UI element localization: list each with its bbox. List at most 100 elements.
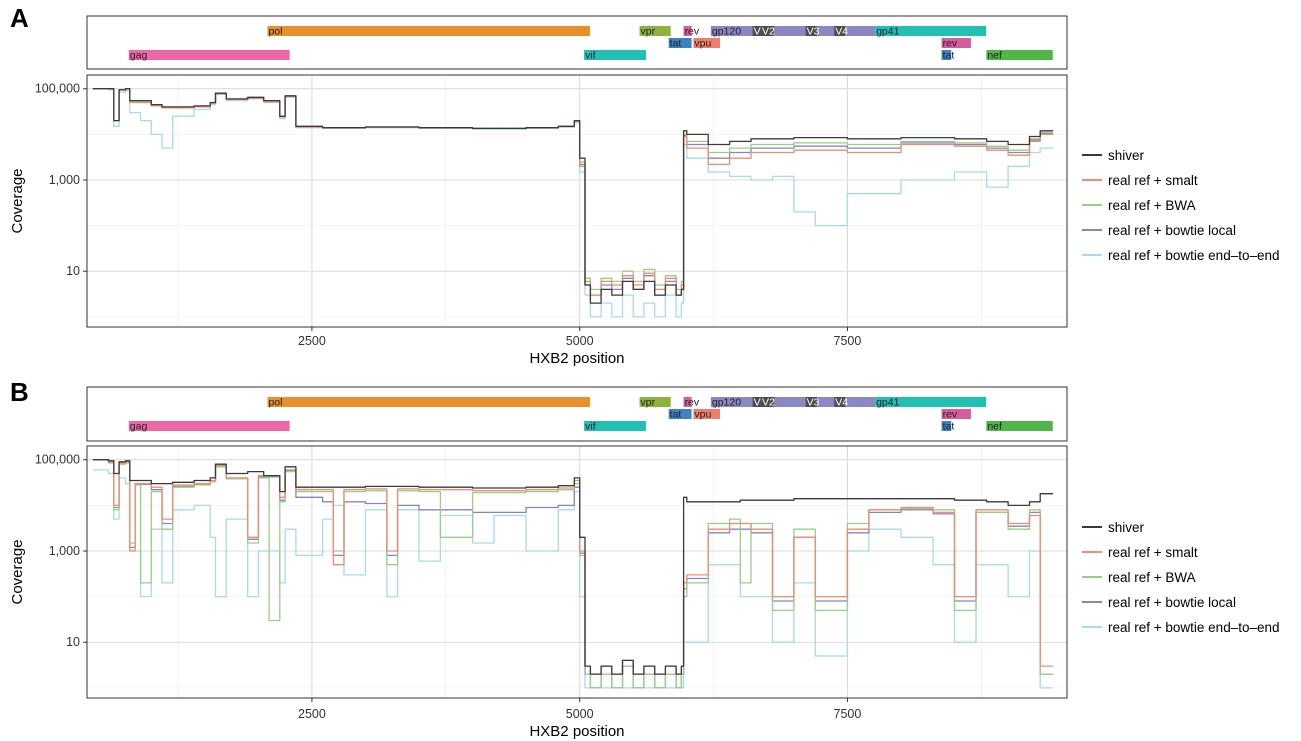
series-line-real-ref-smalt (92, 88, 1054, 296)
gene-label-nef: nef (987, 421, 1002, 433)
series-line-shiver (92, 459, 1054, 675)
gene-label-rev: rev (685, 26, 700, 38)
gene-label-vif: vif (585, 421, 596, 433)
gene-label-rev: rev (943, 38, 958, 50)
plot-background (87, 446, 1067, 698)
legend-label: real ref + bowtie local (1108, 223, 1236, 238)
legend-label: real ref + bowtie end–to–end (1108, 248, 1280, 263)
gene-bar-v3 (805, 26, 818, 36)
gene-label-rev: rev (943, 409, 958, 421)
y-tick-label: 1,000 (49, 173, 80, 187)
gene-label-v2: V2 (762, 26, 775, 38)
legend-label: real ref + BWA (1108, 198, 1196, 213)
series-group (92, 459, 1054, 689)
gene-label-tat: tat (943, 50, 955, 62)
gene-bar-gag (128, 421, 290, 431)
y-tick-label: 1,000 (49, 544, 80, 558)
panel-label: B (10, 377, 29, 407)
gene-label-gp41: gp41 (876, 26, 900, 38)
x-tick-label: 5000 (566, 707, 594, 721)
genome-map-frame (86, 15, 1068, 70)
gene-bar-v2 (761, 26, 774, 36)
gene-bar-gp41 (875, 397, 987, 407)
gene-bar-tat (941, 421, 952, 431)
y-tick-label: 100,000 (35, 82, 80, 96)
gene-bar-vpr (639, 26, 671, 36)
y-tick-label: 10 (66, 635, 80, 649)
gene-bar-tat (668, 38, 692, 48)
legend: shiver real ref + smalt real ref + BWA real… (1082, 148, 1280, 263)
gene-bar-v3 (805, 397, 818, 407)
gene-bar-v1 (752, 397, 761, 407)
y-axis-title: Coverage (9, 539, 26, 604)
genome-map-frame (86, 386, 1068, 442)
gene-bar-rev (683, 26, 692, 36)
x-axis-title: HXB2 position (529, 723, 624, 740)
gene-bar-rev (683, 397, 692, 407)
legend-label: real ref + smalt (1108, 173, 1198, 188)
gene-label-nef: nef (987, 50, 1002, 62)
gene-bar-rev (941, 409, 971, 419)
gene-label-vif: vif (585, 50, 596, 62)
gene-label-v2: V2 (762, 397, 775, 409)
gene-bar-vpr (639, 397, 671, 407)
gene-bar-gp120 (710, 397, 875, 407)
series-line-shiver (92, 88, 1054, 304)
gene-label-vpr: vpr (641, 26, 656, 38)
gene-bar-gp120 (710, 26, 875, 36)
series-line-real-ref-bwa (92, 459, 1054, 689)
x-tick-label: 7500 (834, 334, 862, 348)
gene-bar-vpu (693, 409, 720, 419)
legend-label: real ref + bowtie end–to–end (1108, 620, 1280, 635)
gene-bar-pol (267, 26, 590, 36)
gene-bar-v4 (834, 26, 846, 36)
axes: 10 1,000 100,000 2500 5000 7500 HXB2 position C… (9, 82, 861, 367)
legend-label: real ref + BWA (1108, 570, 1196, 585)
gene-label-gp120: gp120 (712, 26, 741, 38)
gene-bar-vif (584, 50, 646, 60)
x-axis-title: HXB2 position (529, 350, 624, 367)
gene-label-v3: V3 (807, 397, 820, 409)
series-group (92, 88, 1054, 318)
gene-bar-pol (267, 397, 590, 407)
y-axis-title: Coverage (9, 168, 26, 233)
gene-label-pol: pol (268, 397, 282, 409)
gene-label-rev: rev (685, 397, 700, 409)
gene-label-gp120: gp120 (712, 397, 741, 409)
gene-label-v4: V4 (835, 397, 848, 409)
axes: 10 1,000 100,000 2500 5000 7500 HXB2 position C… (9, 453, 861, 740)
gene-bar-v1 (752, 26, 761, 36)
legend-label: shiver (1108, 148, 1145, 163)
panel-label: A (10, 3, 29, 33)
x-tick-label: 7500 (834, 707, 862, 721)
gene-label-pol: pol (268, 26, 282, 38)
plot-background (87, 75, 1067, 327)
gene-bar-gp41 (875, 26, 987, 36)
gene-label-v4: V4 (835, 26, 848, 38)
gene-bar-tat (941, 50, 952, 60)
gene-label-vpu: vpu (694, 409, 711, 421)
gene-label-tat: tat (670, 409, 682, 421)
legend-label: real ref + smalt (1108, 545, 1198, 560)
coverage-plot: 10 1,000 100,000 2500 5000 7500 HXB2 position C… (9, 445, 1068, 740)
gene-bar-nef (986, 50, 1053, 60)
gene-bar-v4 (834, 397, 846, 407)
gene-label-tat: tat (943, 421, 955, 433)
gene-label-vpr: vpr (641, 397, 656, 409)
plot-frame (86, 445, 1068, 699)
y-tick-label: 100,000 (35, 453, 80, 467)
gene-label-gag: gag (130, 421, 148, 433)
gene-label-gag: gag (130, 50, 148, 62)
coverage-plot: 10 1,000 100,000 2500 5000 7500 HXB2 position C… (9, 74, 1068, 367)
gene-label-v3: V3 (807, 26, 820, 38)
gene-label-vpu: vpu (694, 38, 711, 50)
y-tick-label: 10 (66, 264, 80, 278)
x-tick-label: 2500 (298, 707, 326, 721)
gene-bar-gag (128, 50, 290, 60)
series-line-real-ref-bowtie-end-to-end (92, 88, 1054, 318)
gene-label-tat: tat (670, 38, 682, 50)
